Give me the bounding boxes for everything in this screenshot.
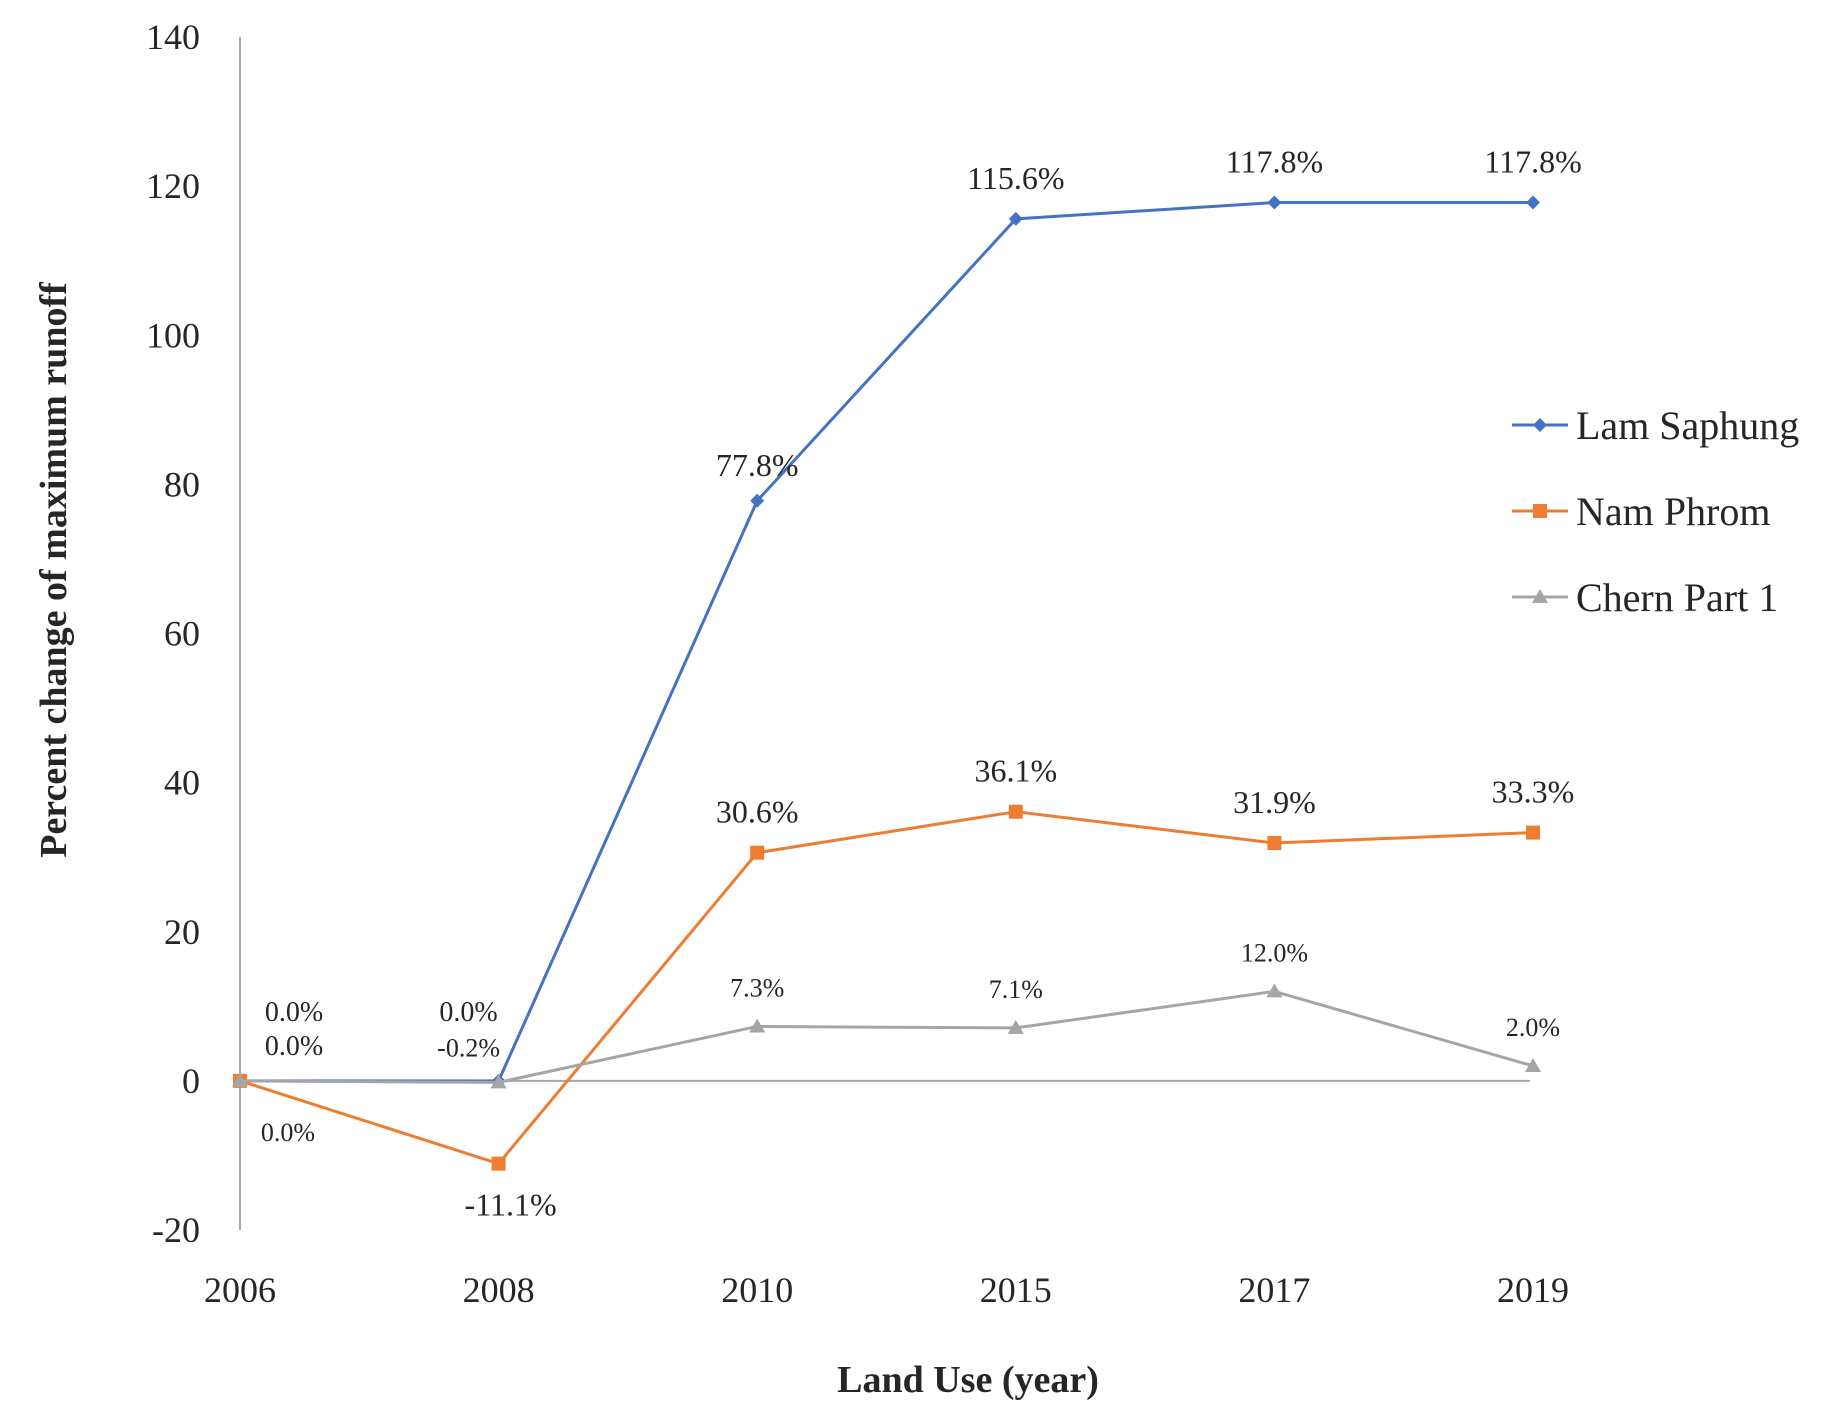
data-label: -0.2% xyxy=(437,1033,500,1062)
data-point xyxy=(1267,195,1282,210)
y-tick-label: 60 xyxy=(164,614,200,654)
data-label: 36.1% xyxy=(974,753,1057,789)
data-point xyxy=(1008,804,1023,819)
data-label: 117.8% xyxy=(1484,144,1581,180)
legend-item: Lam Saphung xyxy=(1512,403,1799,448)
legend: Lam Saphung Nam Phrom Chern Part 1 xyxy=(1512,403,1799,620)
data-label: 117.8% xyxy=(1226,144,1323,180)
legend-label: Nam Phrom xyxy=(1576,489,1770,534)
data-point xyxy=(1007,1019,1024,1034)
x-tick-label: 2006 xyxy=(204,1270,276,1310)
data-point xyxy=(749,1018,766,1033)
data-label: 7.1% xyxy=(989,975,1043,1004)
data-point xyxy=(232,1072,248,1087)
data-label: -11.1% xyxy=(465,1187,557,1223)
data-label: 31.9% xyxy=(1233,784,1316,820)
data-label: 7.3% xyxy=(730,973,784,1002)
series-nam-phrom xyxy=(233,804,1540,1171)
series-chern-part-1 xyxy=(232,983,1541,1089)
legend-item: Chern Part 1 xyxy=(1512,575,1778,620)
series-line xyxy=(239,810,1534,1166)
y-tick-labels: -20 0 20 40 60 80 100 120 140 xyxy=(146,17,200,1250)
data-point xyxy=(750,493,765,508)
data-label: 0.0% xyxy=(265,997,323,1028)
y-axis-title: Percent change of maximum runoff xyxy=(33,281,75,858)
data-point xyxy=(1526,825,1540,840)
data-label: 30.6% xyxy=(716,794,799,830)
x-tick-label: 2015 xyxy=(980,1270,1052,1310)
data-point xyxy=(750,845,765,860)
data-label: 2.0% xyxy=(1506,1013,1560,1042)
legend-item: Nam Phrom xyxy=(1512,489,1770,534)
data-labels: 0.0% 0.0%77.8%115.6% 117.8% 117.8%0.0%-11.1… xyxy=(261,144,1582,1223)
x-axis-title: Land Use (year) xyxy=(837,1359,1099,1401)
data-label: 0.0% xyxy=(261,1118,315,1147)
y-tick-label: 140 xyxy=(146,17,200,57)
y-tick-label: 20 xyxy=(164,912,200,952)
series-lam-saphung xyxy=(233,195,1540,1088)
x-tick-label: 2010 xyxy=(721,1270,793,1310)
legend-marker xyxy=(1533,418,1547,432)
data-point xyxy=(1267,836,1282,851)
data-point xyxy=(1008,211,1023,226)
data-label: 0.0% xyxy=(265,1031,323,1062)
legend-marker xyxy=(1532,589,1548,603)
legend-label: Lam Saphung xyxy=(1576,403,1799,448)
x-tick-label: 2017 xyxy=(1238,1270,1310,1310)
legend-marker xyxy=(1533,504,1547,518)
y-tick-label: 120 xyxy=(146,166,200,206)
series-line xyxy=(239,989,1534,1084)
data-label: 0.0% xyxy=(439,997,497,1028)
series-line xyxy=(240,201,1533,1083)
x-tick-labels: 2006 2008 2010 2015 2017 2019 xyxy=(204,1270,1569,1310)
x-tick-label: 2019 xyxy=(1497,1270,1569,1310)
data-point xyxy=(1526,195,1540,210)
data-label: 33.3% xyxy=(1492,774,1575,810)
legend-label: Chern Part 1 xyxy=(1576,575,1778,620)
data-label: 12.0% xyxy=(1241,938,1308,967)
data-point xyxy=(1525,1057,1541,1072)
data-point xyxy=(1266,983,1283,998)
data-label: 115.6% xyxy=(967,160,1064,196)
data-label: 77.8% xyxy=(716,447,799,483)
data-point xyxy=(490,1074,507,1089)
y-tick-label: 100 xyxy=(146,315,200,355)
y-tick-label: 80 xyxy=(164,464,200,504)
data-point xyxy=(491,1156,506,1171)
series-layer xyxy=(232,195,1541,1171)
y-tick-label: -20 xyxy=(152,1210,200,1250)
x-tick-label: 2008 xyxy=(463,1270,535,1310)
axes xyxy=(239,37,1530,1230)
y-tick-label: 40 xyxy=(164,763,200,803)
y-tick-label: 0 xyxy=(182,1061,200,1101)
